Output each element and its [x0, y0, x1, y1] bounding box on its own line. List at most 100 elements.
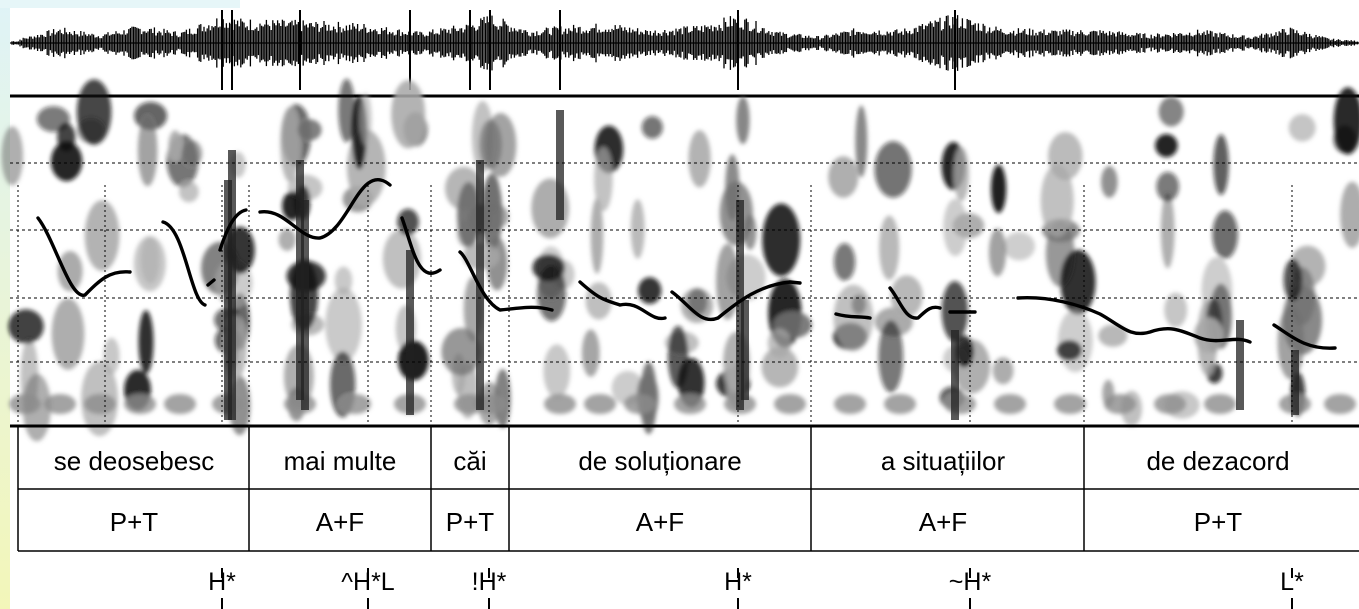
spectrogram-energy [1098, 324, 1128, 347]
spectrogram-energy [992, 357, 1014, 385]
waveform [10, 10, 1359, 90]
spectrogram-streak [1236, 320, 1244, 410]
word-label: mai multe [284, 446, 397, 476]
accent-tier: H* ^H*L !H* H* ~H* L* [208, 568, 1304, 609]
spectrogram-energy [84, 200, 120, 271]
spectrogram-energy [138, 310, 154, 374]
spectrogram-energy [543, 344, 571, 399]
accent-label: L* [1280, 568, 1304, 596]
spectrogram-energy [638, 277, 662, 304]
spectrogram-streak [406, 250, 414, 415]
spectrogram-energy [9, 394, 41, 414]
spectrogram-energy [834, 394, 866, 414]
pitch-track [36, 178, 1337, 350]
word-label: de soluționare [578, 446, 741, 476]
spectrogram-energy [1204, 394, 1236, 414]
unit-label: P+T [1194, 507, 1243, 537]
spectrogram-energy [338, 78, 356, 143]
spectrogram-energy [641, 116, 663, 139]
spectrogram-energy [884, 394, 916, 414]
pitch-contour-segment [578, 280, 667, 321]
spectrogram-energy [584, 394, 616, 414]
spectrogram-energy [44, 394, 76, 414]
spectrogram-energy [1283, 258, 1303, 301]
spectrogram [1, 78, 1359, 442]
unit-label: A+F [316, 507, 364, 537]
spectrogram-energy [280, 106, 300, 183]
spectrogram-energy [1057, 309, 1093, 373]
spectrogram-energy [391, 80, 426, 149]
unit-label: A+F [919, 507, 967, 537]
spectrogram-energy [57, 123, 76, 152]
spectrogram-energy [774, 394, 806, 414]
spectrogram-energy [137, 115, 158, 187]
spectrogram-energy [1213, 134, 1229, 195]
spectrogram-energy [1054, 394, 1086, 414]
spectrogram-energy [1194, 317, 1224, 353]
spectrogram-energy [76, 79, 112, 145]
spectrogram-streak [736, 200, 744, 410]
left-margin-decoration [0, 0, 10, 609]
spectrogram-energy [944, 394, 976, 414]
spectrogram-energy [688, 130, 711, 188]
spectrogram-energy [479, 119, 502, 170]
spectrogram-energy [879, 215, 900, 280]
spectrogram-energy [736, 96, 750, 145]
unit-tier: P+T A+F P+T A+F A+F P+T [110, 507, 1243, 537]
unit-label: A+F [636, 507, 684, 537]
spectrogram-energy [1104, 394, 1136, 414]
spectrogram-energy [1, 126, 24, 186]
spectrogram-energy [84, 394, 116, 414]
spectrogram-energy [954, 335, 974, 368]
pitch-contour-segment [888, 286, 942, 320]
spectrogram-streak [1291, 350, 1299, 415]
word-label: de dezacord [1146, 446, 1289, 476]
spectrogram-energy [991, 164, 1007, 213]
spectrogram-streak [301, 200, 309, 410]
spectrogram-streak [228, 150, 236, 420]
word-label: se deosebesc [54, 446, 214, 476]
pitch-contour-segment [400, 216, 442, 275]
spectrogram-energy [164, 394, 196, 414]
spectrogram-energy [51, 298, 85, 370]
spectrogram-energy [1056, 340, 1082, 361]
spectrogram-energy [537, 265, 567, 322]
spectrogram-energy [182, 140, 203, 167]
spectrogram-energy [890, 275, 923, 317]
spectrogram-energy [952, 213, 985, 239]
spectrogram-energy [1333, 87, 1359, 155]
spectrogram-energy [743, 214, 757, 250]
spectrogram-energy [334, 266, 353, 295]
spectrogram-energy [1154, 394, 1186, 414]
spectrogram-energy [544, 394, 576, 414]
spectrogram-energy [8, 309, 44, 344]
spectrogram-energy [761, 346, 799, 388]
spectrogram-energy [481, 175, 503, 251]
spectrogram-streak [741, 300, 749, 400]
pitch-contour-segment [218, 208, 248, 252]
spectrogram-energy [630, 199, 645, 259]
word-tier: se deosebesc mai multe căi de soluționar… [54, 446, 1290, 476]
spectrogram-energy [667, 325, 689, 389]
spectrogram-energy [874, 141, 912, 198]
spectrogram-energy [50, 141, 83, 182]
spectrogram-streak [556, 110, 564, 220]
spectrogram-energy [441, 328, 482, 376]
pitch-contour-segment [206, 278, 216, 287]
pitch-contour-segment [1272, 323, 1337, 350]
pitch-contour-segment [36, 216, 132, 297]
word-label: căi [453, 446, 486, 476]
spectrogram-energy [278, 228, 296, 251]
spectrogram-streak [296, 160, 304, 400]
spectrogram-energy [140, 236, 160, 284]
pitch-contour-segment [161, 220, 207, 307]
spectrogram-energy [168, 130, 182, 161]
spectrogram-energy [1164, 292, 1188, 328]
top-left-corner-decoration [0, 0, 240, 8]
spectrogram-energy [1288, 114, 1316, 142]
spectrogram-energy [1158, 96, 1184, 127]
spectrogram-energy [1155, 134, 1178, 158]
spectrogram-energy [179, 181, 199, 203]
spectrogram-energy [124, 394, 156, 414]
spectrogram-gridlines [10, 162, 1359, 363]
